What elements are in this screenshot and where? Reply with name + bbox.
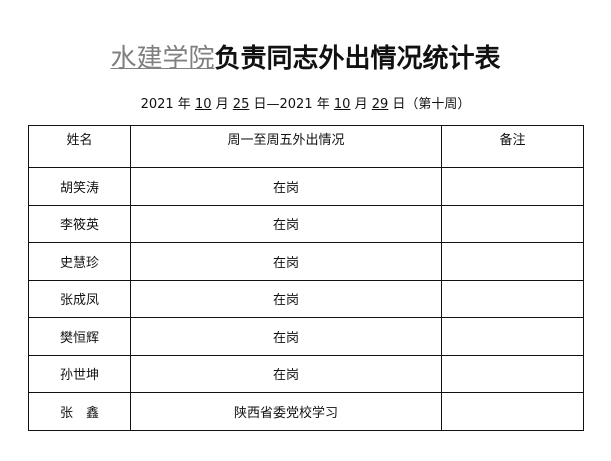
page-title: 水建学院负责同志外出情况统计表 [0, 38, 611, 75]
cell-name: 史慧珍 [28, 242, 131, 281]
cell-note [441, 392, 584, 431]
title-prefix: 水建学院 [110, 44, 215, 74]
year-label: 年 [177, 97, 191, 112]
start-day: 25 [232, 97, 250, 112]
cell-status: 在岗 [130, 354, 442, 393]
cell-note [441, 317, 584, 356]
cell-status: 在岗 [130, 317, 442, 356]
month-label: 月 [354, 97, 368, 112]
header-name: 姓名 [28, 125, 131, 168]
cell-name: 樊恒辉 [28, 317, 131, 356]
table-row: 张成凤 在岗 [28, 279, 584, 318]
header-status: 周一至周五外出情况 [130, 125, 442, 168]
cell-name: 孙世坤 [28, 354, 131, 393]
cell-note [441, 242, 584, 281]
week-label: 日（第十周） [392, 97, 471, 112]
month-label: 月 [215, 97, 229, 112]
year-label: 年 [316, 97, 330, 112]
table-row: 胡笑涛 在岗 [28, 167, 584, 206]
cell-name: 张 鑫 [28, 392, 131, 431]
table-header-row: 姓名 周一至周五外出情况 备注 [28, 125, 584, 168]
day-label: 日— [253, 97, 280, 112]
end-year: 2021 [279, 97, 313, 112]
cell-note [441, 354, 584, 393]
cell-name: 胡笑涛 [28, 167, 131, 206]
end-day: 29 [371, 97, 389, 112]
table-row: 孙世坤 在岗 [28, 354, 584, 393]
header-note: 备注 [441, 125, 584, 168]
table-row: 张 鑫陕西省委党校学习 [28, 392, 584, 431]
title-main: 负责同志外出情况统计表 [214, 44, 501, 74]
table-row: 樊恒辉 在岗 [28, 317, 584, 356]
table-row: 史慧珍 在岗 [28, 242, 584, 281]
cell-note [441, 167, 584, 206]
start-month: 10 [194, 97, 212, 112]
cell-status: 在岗 [130, 167, 442, 206]
cell-status: 在岗 [130, 242, 442, 281]
cell-name: 张成凤 [28, 279, 131, 318]
cell-name: 李筱英 [28, 204, 131, 243]
table-row: 李筱英 在岗 [28, 204, 584, 243]
cell-status: 在岗 [130, 204, 442, 243]
cell-note [441, 279, 584, 318]
cell-note [441, 204, 584, 243]
end-month: 10 [333, 97, 351, 112]
cell-status: 陕西省委党校学习 [130, 392, 442, 431]
cell-status: 在岗 [130, 279, 442, 318]
date-range: 2021 年 10 月 25 日—2021 年 10 月 29 日（第十周） [0, 93, 611, 112]
start-year: 2021 [140, 97, 174, 112]
attendance-table: 姓名 周一至周五外出情况 备注 胡笑涛 在岗 李筱英 在岗 史慧珍 在岗 张成凤 在岗 樊恒辉在… [28, 125, 584, 431]
